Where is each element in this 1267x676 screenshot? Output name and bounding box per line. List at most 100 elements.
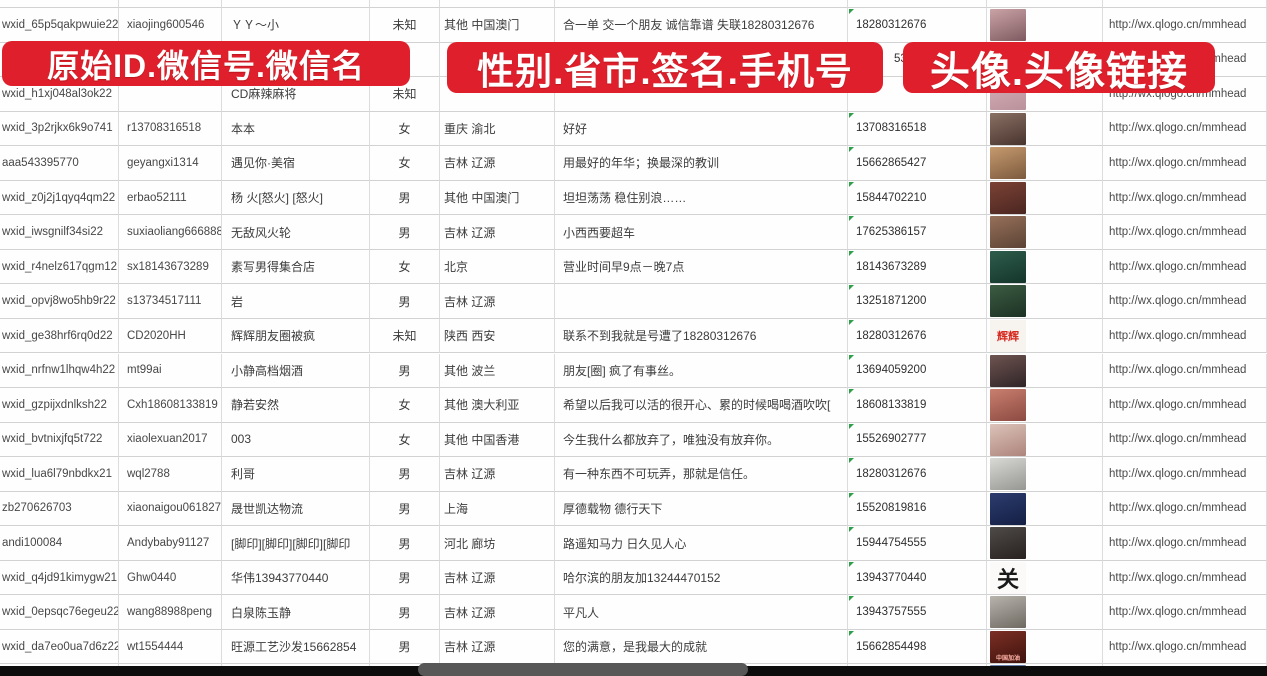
cell-avatar-url[interactable]: http://wx.qlogo.cn/mmhead [1103, 388, 1267, 423]
cell-avatar-url[interactable]: http://wx.qlogo.cn/mmhead [1103, 353, 1267, 389]
cell-avatar[interactable] [987, 388, 1103, 423]
cell-wechat-account[interactable]: r13708316518 [119, 111, 222, 147]
cell-avatar[interactable] [987, 215, 1103, 250]
cell-wechat-name[interactable]: 本本 [222, 111, 370, 147]
cell-phone[interactable]: 15844702210 [848, 180, 987, 216]
cell-wechat-account[interactable]: xiaolexuan2017 [119, 422, 222, 458]
cell-avatar[interactable] [987, 491, 1103, 527]
cell-avatar-url[interactable]: http://wx.qlogo.cn/mmhead [1103, 595, 1267, 630]
cell-wechat-name[interactable]: 小静高档烟酒 [222, 353, 370, 389]
cell-wechat-account[interactable]: xiaojing600546 [119, 8, 222, 43]
cell-original-id[interactable]: wxid_ge38hrf6rq0d22 [0, 318, 119, 354]
cell-signature[interactable]: 厚德载物 德行天下 [555, 491, 848, 527]
cell-avatar-url[interactable]: http://wx.qlogo.cn/mmhead [1103, 560, 1267, 596]
cell-avatar-url[interactable]: http://wx.qlogo.cn/mmhead [1103, 318, 1267, 354]
cell-phone[interactable]: 18280312676 [848, 318, 987, 354]
cell-gender[interactable]: 女 [370, 422, 440, 458]
cell-gender[interactable]: 男 [370, 180, 440, 216]
cell-original-id[interactable]: wxid_gzpijxdnlksh22 [0, 388, 119, 423]
cell-avatar[interactable]: 中国加油 [987, 629, 1103, 665]
cell-avatar-url[interactable]: http://wx.qlogo.cn/mmhead [1103, 284, 1267, 319]
cell-gender[interactable]: 男 [370, 629, 440, 665]
cell-gender[interactable] [370, 0, 440, 8]
cell-gender[interactable]: 女 [370, 111, 440, 147]
cell-signature[interactable]: 用最好的年华；换最深的教训 [555, 146, 848, 181]
cell-phone[interactable]: 13251871200 [848, 284, 987, 319]
cell-province-city[interactable]: 河北 廊坊 [440, 526, 555, 561]
cell-wechat-name[interactable]: 素写男得集合店 [222, 249, 370, 285]
cell-original-id[interactable]: wxid_0epsqc76egeu22 [0, 595, 119, 630]
cell-phone[interactable]: 13708316518 [848, 111, 987, 147]
cell-wechat-account[interactable]: mt99ai [119, 353, 222, 389]
cell-wechat-account[interactable]: wang88988peng [119, 595, 222, 630]
cell-signature[interactable]: 小西西要超车 [555, 215, 848, 250]
cell-wechat-name[interactable]: 晟世凯达物流 [222, 491, 370, 527]
cell-phone[interactable]: 13943770440 [848, 560, 987, 596]
cell-phone[interactable]: 15520819816 [848, 491, 987, 527]
cell-avatar-url[interactable]: http://wx.qlogo.cn/mmhead [1103, 491, 1267, 527]
cell-avatar[interactable] [987, 595, 1103, 630]
cell-gender[interactable]: 男 [370, 560, 440, 596]
cell-province-city[interactable]: 其他 波兰 [440, 353, 555, 389]
cell-wechat-account[interactable]: wql2788 [119, 457, 222, 492]
cell-avatar-url[interactable]: http://wx.qlogo.cn/mmhead [1103, 180, 1267, 216]
cell-wechat-name[interactable]: 利哥 [222, 457, 370, 492]
cell-phone[interactable]: 13694059200 [848, 353, 987, 389]
cell-avatar-url[interactable]: http://wx.qlogo.cn/mmhead [1103, 526, 1267, 561]
cell-signature[interactable]: 联系不到我就是号遭了18280312676 [555, 318, 848, 354]
cell-signature[interactable]: 坦坦荡荡 稳住别浪…… [555, 180, 848, 216]
cell-phone[interactable]: 17625386157 [848, 215, 987, 250]
cell-province-city[interactable]: 吉林 辽源 [440, 560, 555, 596]
cell-signature[interactable]: 您的满意，是我最大的成就 [555, 629, 848, 665]
cell-original-id[interactable] [0, 0, 119, 8]
cell-province-city[interactable]: 吉林 辽源 [440, 146, 555, 181]
cell-original-id[interactable]: andi100084 [0, 526, 119, 561]
cell-avatar-url[interactable]: http://wx.qlogo.cn/mmhead [1103, 111, 1267, 147]
cell-original-id[interactable]: wxid_z0j2j1qyq4qm22 [0, 180, 119, 216]
cell-signature[interactable]: 平凡人 [555, 595, 848, 630]
cell-avatar[interactable] [987, 526, 1103, 561]
cell-gender[interactable]: 男 [370, 215, 440, 250]
cell-signature[interactable]: 营业时间早9点－晚7点 [555, 249, 848, 285]
cell-original-id[interactable]: wxid_q4jd91kimygw21 [0, 560, 119, 596]
cell-province-city[interactable]: 吉林 辽源 [440, 215, 555, 250]
cell-wechat-name[interactable]: ＹＹ～小 [222, 8, 370, 43]
cell-wechat-name[interactable]: 003 [222, 422, 370, 458]
cell-phone[interactable]: 15662854498 [848, 629, 987, 665]
cell-province-city[interactable]: 吉林 辽源 [440, 457, 555, 492]
cell-signature[interactable]: 希望以后我可以活的很开心、累的时候喝喝酒吹吹[ [555, 388, 848, 423]
cell-province-city[interactable] [440, 0, 555, 8]
cell-avatar[interactable] [987, 422, 1103, 458]
cell-original-id[interactable]: wxid_3p2rjkx6k9o741 [0, 111, 119, 147]
cell-avatar[interactable] [987, 353, 1103, 389]
cell-gender[interactable]: 男 [370, 284, 440, 319]
cell-avatar[interactable]: 关 [987, 560, 1103, 596]
cell-avatar[interactable] [987, 111, 1103, 147]
cell-wechat-account[interactable]: sx18143673289 [119, 249, 222, 285]
cell-signature[interactable]: 哈尔滨的朋友加13244470152 [555, 560, 848, 596]
cell-signature[interactable]: 今生我什么都放弃了，唯独没有放弃你。 [555, 422, 848, 458]
cell-gender[interactable]: 男 [370, 526, 440, 561]
cell-province-city[interactable]: 吉林 辽源 [440, 595, 555, 630]
cell-avatar[interactable] [987, 0, 1103, 8]
cell-signature[interactable]: 路遥知马力 日久见人心 [555, 526, 848, 561]
cell-wechat-name[interactable]: 华伟13943770440 [222, 560, 370, 596]
cell-gender[interactable]: 男 [370, 457, 440, 492]
cell-wechat-name[interactable]: 遇见你·美宿 [222, 146, 370, 181]
cell-phone[interactable]: 18608133819 [848, 388, 987, 423]
cell-avatar[interactable] [987, 284, 1103, 319]
cell-province-city[interactable]: 其他 中国澳门 [440, 180, 555, 216]
cell-province-city[interactable]: 吉林 辽源 [440, 284, 555, 319]
cell-signature[interactable]: 好好 [555, 111, 848, 147]
cell-gender[interactable]: 女 [370, 388, 440, 423]
cell-original-id[interactable]: wxid_r4nelz617qgm12 [0, 249, 119, 285]
cell-avatar-url[interactable]: http://wx.qlogo.cn/mmhead [1103, 215, 1267, 250]
video-scrubber-handle[interactable] [418, 663, 748, 676]
cell-signature[interactable]: 朋友[圈] 疯了有事丝。 [555, 353, 848, 389]
cell-original-id[interactable]: wxid_bvtnixjfq5t722 [0, 422, 119, 458]
cell-original-id[interactable]: wxid_da7eo0ua7d6z22 [0, 629, 119, 665]
cell-province-city[interactable]: 上海 [440, 491, 555, 527]
cell-avatar[interactable] [987, 180, 1103, 216]
cell-original-id[interactable]: wxid_lua6l79nbdkx21 [0, 457, 119, 492]
cell-original-id[interactable]: wxid_65p5qakpwuie22 [0, 8, 119, 43]
